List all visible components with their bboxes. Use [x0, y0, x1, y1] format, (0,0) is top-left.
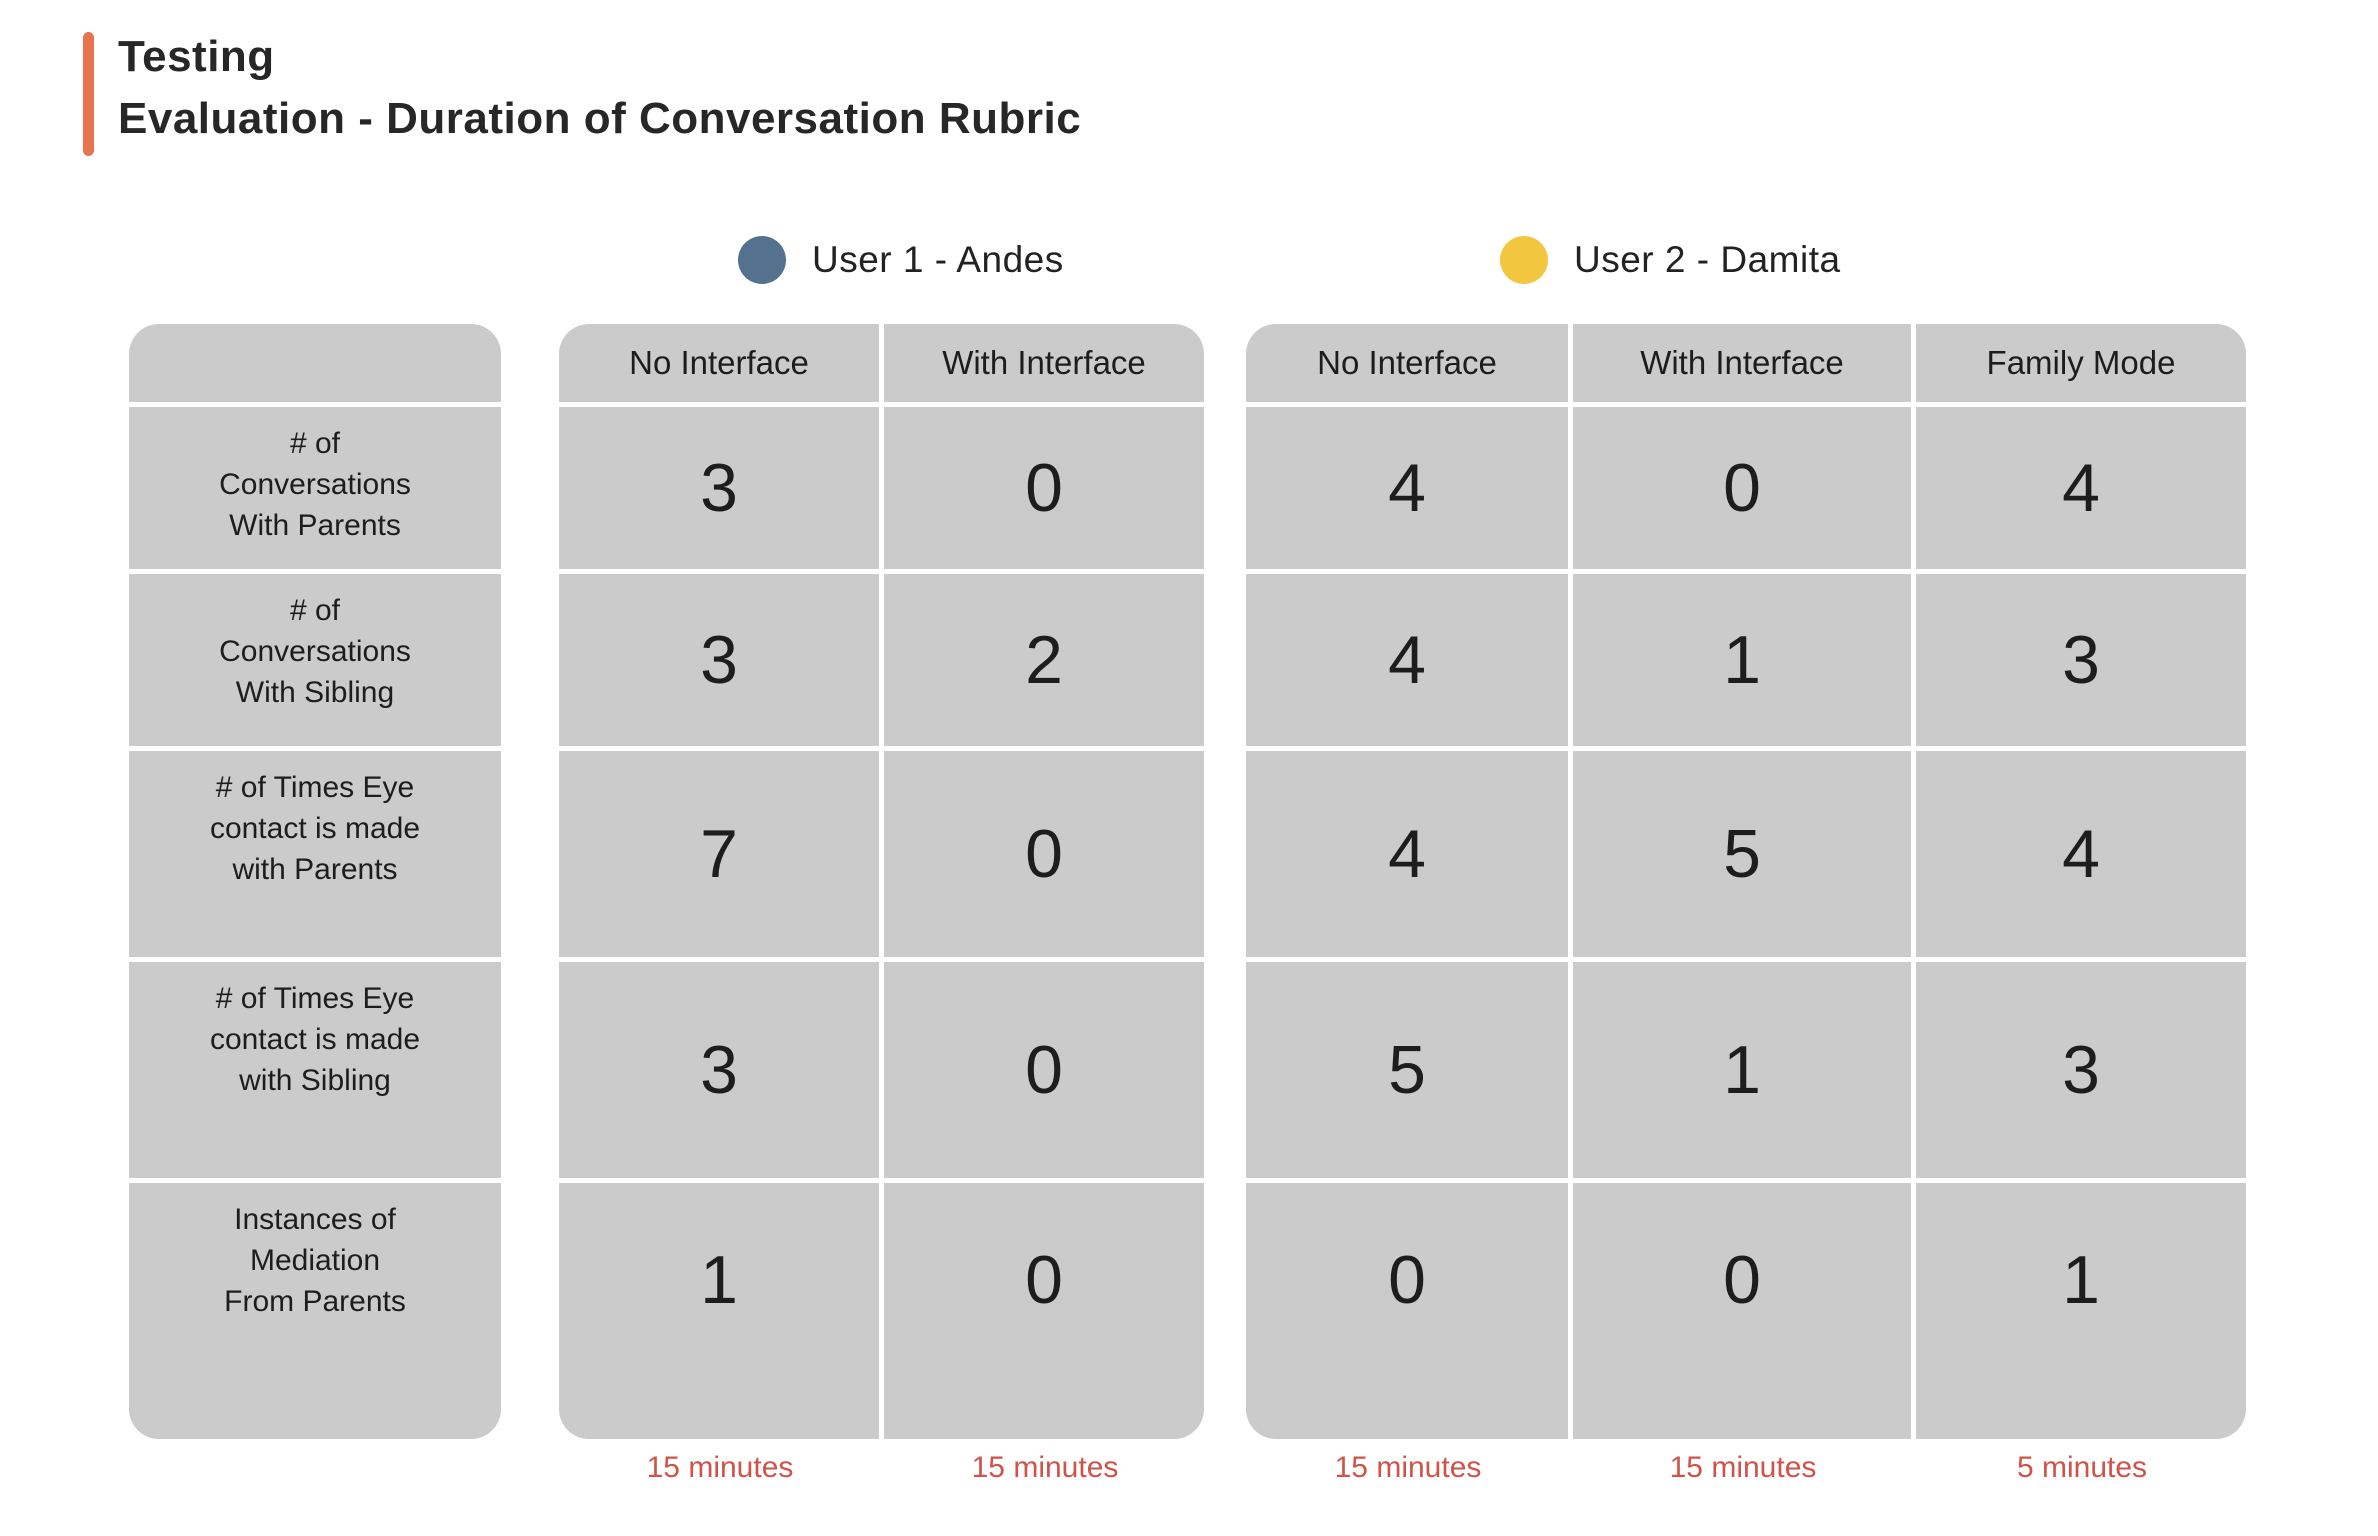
- legend-user1: User 1 - Andes: [738, 236, 1064, 284]
- rubric-table: # of Conversations With Parents # of Con…: [129, 324, 2246, 1439]
- value-cell: 4: [1246, 407, 1568, 569]
- value-cell: 0: [1573, 407, 1911, 569]
- user1-column-group: No Interface With Interface 3 0 3 2 7 0 …: [559, 324, 1204, 1439]
- value-cell: 3: [1916, 574, 2246, 746]
- legend-user2: User 2 - Damita: [1500, 236, 1841, 284]
- value-cell: 0: [884, 1183, 1204, 1439]
- legend-dot-user1: [738, 236, 786, 284]
- legend-dot-user2: [1500, 236, 1548, 284]
- user2-header-no-interface: No Interface: [1246, 324, 1568, 402]
- value-cell: 3: [559, 574, 879, 746]
- value-cell: 1: [1573, 962, 1911, 1178]
- value-cell: 0: [1246, 1183, 1568, 1439]
- value-cell: 0: [884, 407, 1204, 569]
- duration-user2-family-mode: 5 minutes: [2016, 1451, 2148, 1484]
- user1-header-with-interface: With Interface: [884, 324, 1204, 402]
- value-cell: 3: [559, 407, 879, 569]
- value-cell: 0: [884, 751, 1204, 957]
- row-label-column: # of Conversations With Parents # of Con…: [129, 324, 501, 1439]
- user2-header-with-interface: With Interface: [1573, 324, 1911, 402]
- value-cell: 3: [1916, 962, 2246, 1178]
- duration-user2-with-interface: 15 minutes: [1669, 1451, 1817, 1484]
- title-lines: Testing Evaluation - Duration of Convers…: [118, 26, 1081, 156]
- user1-header-no-interface: No Interface: [559, 324, 879, 402]
- corner-cell: [129, 324, 501, 402]
- value-cell: 5: [1573, 751, 1911, 957]
- value-cell: 4: [1246, 751, 1568, 957]
- duration-user1-no-interface: 15 minutes: [646, 1451, 794, 1484]
- value-cell: 4: [1916, 751, 2246, 957]
- value-cell: 5: [1246, 962, 1568, 1178]
- value-cell: 7: [559, 751, 879, 957]
- duration-user1-with-interface: 15 minutes: [971, 1451, 1119, 1484]
- page-subtitle: Evaluation - Duration of Conversation Ru…: [118, 94, 1082, 143]
- user2-column-group: No Interface With Interface Family Mode …: [1246, 324, 2246, 1439]
- value-cell: 1: [1573, 574, 1911, 746]
- row-label-conversations-parents: # of Conversations With Parents: [129, 407, 501, 569]
- page-title: Testing: [118, 32, 275, 81]
- duration-user2-no-interface: 15 minutes: [1334, 1451, 1482, 1484]
- value-cell: 0: [1573, 1183, 1911, 1439]
- legend-label-user1: User 1 - Andes: [812, 239, 1064, 280]
- row-label-mediation-parents: Instances of Mediation From Parents: [129, 1183, 501, 1439]
- user2-header-family-mode: Family Mode: [1916, 324, 2246, 402]
- value-cell: 1: [559, 1183, 879, 1439]
- value-cell: 4: [1246, 574, 1568, 746]
- row-label-eye-contact-sibling: # of Times Eye contact is made with Sibl…: [129, 962, 501, 1178]
- title-accent-bar: [83, 32, 94, 156]
- row-label-eye-contact-parents: # of Times Eye contact is made with Pare…: [129, 751, 501, 957]
- value-cell: 0: [884, 962, 1204, 1178]
- value-cell: 2: [884, 574, 1204, 746]
- legend-label-user2: User 2 - Damita: [1574, 239, 1841, 280]
- row-label-conversations-sibling: # of Conversations With Sibling: [129, 574, 501, 746]
- value-cell: 4: [1916, 407, 2246, 569]
- value-cell: 3: [559, 962, 879, 1178]
- title-block: Testing Evaluation - Duration of Convers…: [83, 26, 1081, 156]
- value-cell: 1: [1916, 1183, 2246, 1439]
